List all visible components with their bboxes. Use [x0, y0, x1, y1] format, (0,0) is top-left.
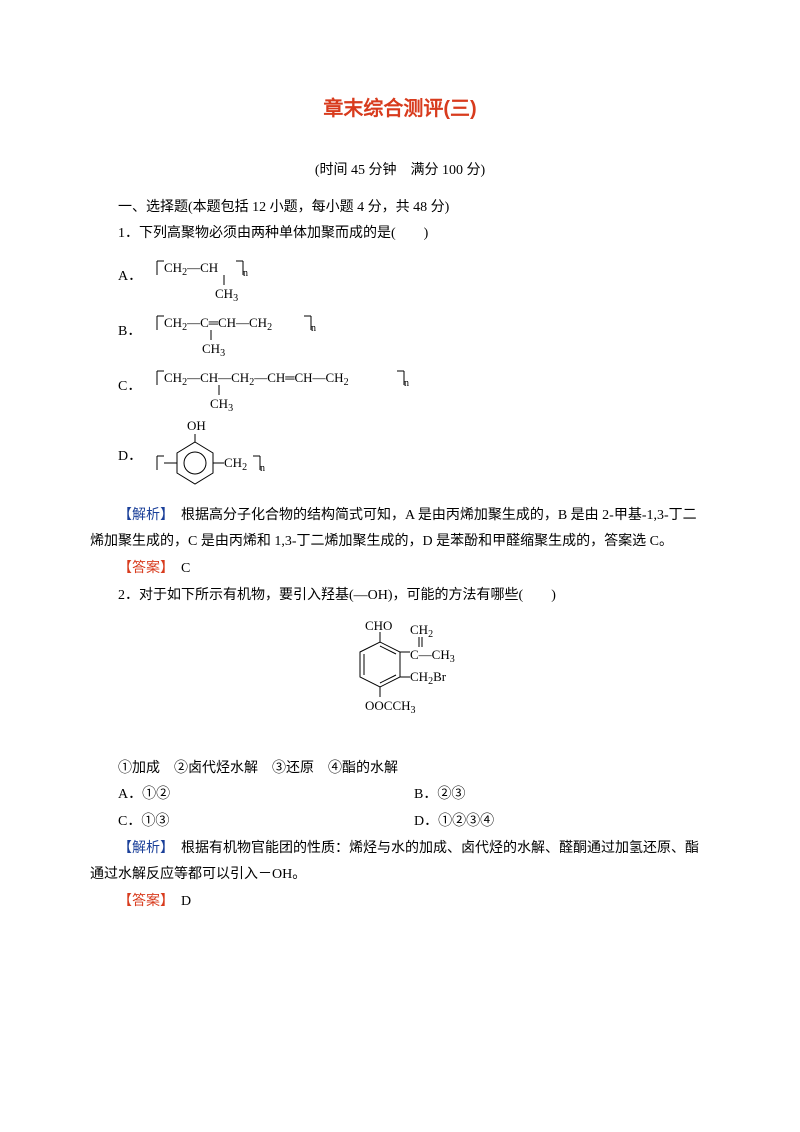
- q2-analysis: 【解析】 根据有机物官能团的性质：烯烃与水的加成、卤代烃的水解、醛酮通过加氢还原…: [90, 836, 710, 889]
- q1-option-c: C． CH2—CH—CH2—CH═CH—CH2 n CH3: [90, 363, 710, 413]
- answer-text: D: [167, 894, 191, 909]
- svg-text:CH2—C═CH—CH2: CH2—C═CH—CH2: [164, 315, 272, 333]
- chem-structure-a: CH2—CH n CH3: [152, 253, 302, 303]
- q1-stem: 1．下列高聚物必须由两种单体加聚而成的是( ): [90, 221, 710, 248]
- analysis-label: 【解析】: [118, 841, 167, 856]
- chem-structure-q2: CHO CH2 C—CH3 CH2Br OOCCH3: [310, 617, 490, 737]
- analysis-label: 【解析】: [118, 508, 167, 523]
- q1-answer: 【答案】 C: [90, 556, 710, 583]
- q2-stem: 2．对于如下所示有机物，要引入羟基(—OH)，可能的方法有哪些( ): [90, 583, 710, 610]
- chem-structure-b: CH2—C═CH—CH2 n CH3: [152, 308, 362, 358]
- q2-option-c: C．①③: [118, 809, 414, 836]
- q2-choices: ①加成 ②卤代烃水解 ③还原 ④酯的水解: [90, 756, 710, 783]
- q2-molecule: CHO CH2 C—CH3 CH2Br OOCCH3: [90, 617, 710, 748]
- q1-option-b: B． CH2—C═CH—CH2 n CH3: [90, 308, 710, 358]
- answer-text: C: [167, 561, 190, 576]
- svg-text:CH3: CH3: [210, 396, 233, 413]
- svg-text:CHO: CHO: [365, 618, 392, 633]
- section-header: 一、选择题(本题包括 12 小题，每小题 4 分，共 48 分): [90, 195, 710, 222]
- q2-option-a: A．①②: [118, 782, 414, 809]
- q1-option-d: D． OH CH2 n: [90, 418, 710, 498]
- page-title: 章末综合测评(三): [90, 90, 710, 128]
- answer-label: 【答案】: [118, 561, 167, 576]
- answer-label: 【答案】: [118, 894, 167, 909]
- option-label: D．: [118, 444, 142, 471]
- svg-text:n: n: [260, 463, 265, 474]
- svg-text:CH2: CH2: [224, 455, 247, 473]
- q2-option-b: B．②③: [414, 782, 710, 809]
- svg-text:OH: OH: [187, 418, 206, 433]
- q1-analysis: 【解析】 根据高分子化合物的结构简式可知，A 是由丙烯加聚生成的，B 是由 2-…: [90, 503, 710, 556]
- q2-option-d: D．①②③④: [414, 809, 710, 836]
- option-label: B．: [118, 319, 142, 346]
- svg-text:n: n: [243, 268, 248, 279]
- svg-text:CH2—CH—CH2—CH═CH—CH2: CH2—CH—CH2—CH═CH—CH2: [164, 370, 349, 388]
- q2-answer: 【答案】 D: [90, 889, 710, 916]
- q1-option-a: A． CH2—CH n CH3: [90, 253, 710, 303]
- svg-text:OOCCH3: OOCCH3: [365, 698, 416, 716]
- svg-text:C—CH3: C—CH3: [410, 647, 455, 665]
- option-label: A．: [118, 264, 142, 291]
- svg-text:CH3: CH3: [215, 286, 238, 303]
- svg-text:CH2—CH: CH2—CH: [164, 260, 218, 278]
- svg-text:CH3: CH3: [202, 341, 225, 358]
- analysis-text: 根据有机物官能团的性质：烯烃与水的加成、卤代烃的水解、醛酮通过加氢还原、酯通过水…: [90, 841, 699, 883]
- q2-options-row2: C．①③ D．①②③④: [90, 809, 710, 836]
- chem-structure-d: OH CH2 n: [152, 418, 312, 498]
- subtitle: (时间 45 分钟 满分 100 分): [90, 158, 710, 185]
- svg-text:n: n: [311, 323, 316, 334]
- option-label: C．: [118, 374, 142, 401]
- chem-structure-c: CH2—CH—CH2—CH═CH—CH2 n CH3: [152, 363, 442, 413]
- analysis-text: 根据高分子化合物的结构简式可知，A 是由丙烯加聚生成的，B 是由 2-甲基-1,…: [90, 508, 697, 550]
- svg-text:n: n: [404, 378, 409, 389]
- svg-text:CH2Br: CH2Br: [410, 669, 447, 687]
- q2-options-row1: A．①② B．②③: [90, 782, 710, 809]
